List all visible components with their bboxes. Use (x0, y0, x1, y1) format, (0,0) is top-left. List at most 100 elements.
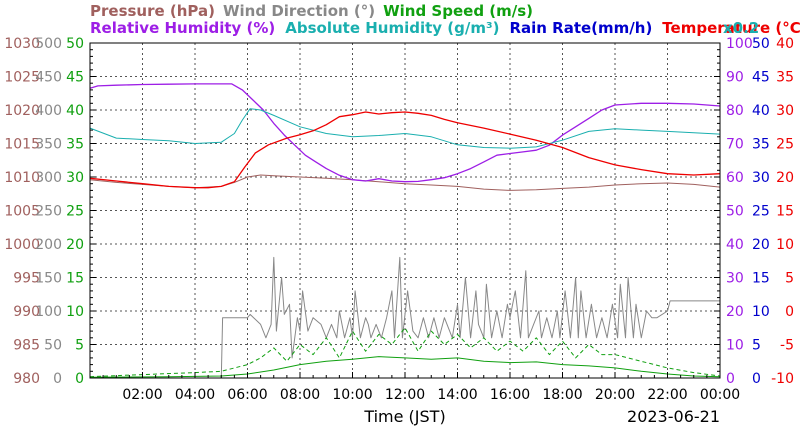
y-tick-label-wind_speed: 50 (66, 36, 84, 52)
y-tick-label-temperature: -5 (780, 338, 794, 354)
y-tick-label-wind_speed: 35 (66, 137, 84, 153)
legend-title: Pressure (hPa) (90, 2, 215, 20)
y-tick-label-humidity: 0 (726, 371, 735, 387)
y-tick-label-wind_direction: 100 (35, 304, 62, 320)
y-tick-label-pressure: 980 (13, 371, 40, 387)
y-tick-label-temperature: 15 (776, 204, 794, 220)
y-tick-label-rain_rate: 40 (752, 103, 770, 119)
y-tick-label-humidity: 70 (726, 137, 744, 153)
y-tick-label-wind_direction: 400 (35, 103, 62, 119)
y-tick-label-temperature: 20 (776, 170, 794, 186)
y-tick-label-wind_direction: 350 (35, 137, 62, 153)
series-line-5 (89, 327, 721, 378)
legend-title: Rain Rate(mm/h) (509, 19, 652, 37)
y-tick-label-wind_direction: 300 (35, 170, 62, 186)
y-tick-label-wind_speed: 30 (66, 170, 84, 186)
x-tick-label: 20:00 (595, 387, 635, 403)
legend-title: Absolute Humidity (g/m³) (285, 19, 499, 37)
y-tick-label-wind_speed: 45 (66, 70, 84, 86)
x-tick-label: 12:00 (385, 387, 425, 403)
chart-axes: 9809859909951000100510101015102010251030… (4, 36, 794, 403)
y-tick-label-temperature: 5 (785, 271, 794, 287)
legend-title: Temperature (°C) (662, 19, 800, 37)
y-tick-label-wind_direction: 200 (35, 237, 62, 253)
y-tick-label-pressure: 1000 (4, 237, 40, 253)
y-tick-label-wind_direction: 50 (44, 338, 62, 354)
legend-title: Wind Direction (°) (223, 2, 375, 20)
y-tick-label-temperature: 35 (776, 70, 794, 86)
chart-grid (90, 43, 720, 378)
y-tick-label-humidity: 10 (726, 338, 744, 354)
y-tick-label-rain_rate: 10 (752, 304, 770, 320)
x-tick-label: 08:00 (280, 387, 320, 403)
y-tick-label-humidity: 90 (726, 70, 744, 86)
y-tick-label-pressure: 1020 (4, 103, 40, 119)
x-tick-label: 18:00 (542, 387, 582, 403)
x-tick-label: 14:00 (437, 387, 477, 403)
y-tick-label-pressure: 985 (13, 338, 40, 354)
series-line-4 (220, 256, 720, 379)
y-tick-label-rain_rate: 30 (752, 170, 770, 186)
y-tick-label-rain_rate: 25 (752, 204, 770, 220)
y-tick-label-wind_speed: 0 (75, 371, 84, 387)
chart-header: Pressure (hPa) Wind Direction (°) Wind Spe… (90, 2, 800, 37)
y-tick-label-wind_direction: 250 (35, 204, 62, 220)
y-tick-label-wind_direction: 0 (53, 371, 62, 387)
y-tick-label-temperature: -10 (771, 371, 794, 387)
y-tick-label-wind_direction: 450 (35, 70, 62, 86)
y-tick-label-wind_direction: 150 (35, 271, 62, 287)
y-tick-label-pressure: 995 (13, 271, 40, 287)
y-tick-label-humidity: 80 (726, 103, 744, 119)
y-tick-label-rain_rate: 35 (752, 137, 770, 153)
y-tick-label-rain_rate: 15 (752, 271, 770, 287)
y-tick-label-humidity: 20 (726, 304, 744, 320)
y-tick-label-humidity: 40 (726, 237, 744, 253)
x-tick-label: 00:00 (700, 387, 740, 403)
y-tick-label-pressure: 1005 (4, 204, 40, 220)
scale-note: x0.2 (723, 19, 759, 37)
series-line-2 (89, 108, 721, 149)
y-tick-label-wind_direction: 500 (35, 36, 62, 52)
x-tick-label: 16:00 (490, 387, 530, 403)
x-tick-label: 04:00 (175, 387, 215, 403)
x-axis-label: Time (JST) (363, 407, 445, 426)
y-tick-label-temperature: 30 (776, 103, 794, 119)
series-line-1 (89, 83, 721, 183)
y-tick-label-rain_rate: 45 (752, 70, 770, 86)
y-tick-label-temperature: 10 (776, 237, 794, 253)
y-tick-label-pressure: 1010 (4, 170, 40, 186)
y-tick-label-rain_rate: 20 (752, 237, 770, 253)
y-tick-label-wind_speed: 40 (66, 103, 84, 119)
y-tick-label-humidity: 60 (726, 170, 744, 186)
legend-title: Wind Speed (m/s) (383, 2, 533, 20)
x-tick-label: 10:00 (332, 387, 372, 403)
y-tick-label-temperature: 0 (785, 304, 794, 320)
y-tick-label-temperature: 25 (776, 137, 794, 153)
y-tick-label-wind_speed: 15 (66, 271, 84, 287)
y-tick-label-pressure: 1030 (4, 36, 40, 52)
y-tick-label-temperature: 40 (776, 36, 794, 52)
legend-title: Relative Humidity (%) (90, 19, 275, 37)
y-tick-label-pressure: 1015 (4, 137, 40, 153)
series-line-6 (89, 356, 721, 378)
x-tick-label: 02:00 (122, 387, 162, 403)
y-tick-label-wind_speed: 5 (75, 338, 84, 354)
chart-date: 2023-06-21 (627, 407, 720, 426)
y-tick-label-pressure: 1025 (4, 70, 40, 86)
y-tick-label-rain_rate: 50 (752, 36, 770, 52)
x-tick-label: 22:00 (647, 387, 687, 403)
y-tick-label-wind_speed: 10 (66, 304, 84, 320)
y-tick-label-rain_rate: 0 (752, 371, 761, 387)
y-tick-label-wind_speed: 25 (66, 204, 84, 220)
series-line-3 (89, 111, 721, 189)
x-tick-label: 06:00 (227, 387, 267, 403)
y-tick-label-humidity: 30 (726, 271, 744, 287)
y-tick-label-wind_speed: 20 (66, 237, 84, 253)
chart-frame (89, 42, 721, 379)
y-tick-label-rain_rate: 5 (752, 338, 761, 354)
y-tick-label-pressure: 990 (13, 304, 40, 320)
y-tick-label-humidity: 100 (726, 36, 753, 52)
y-tick-label-humidity: 50 (726, 204, 744, 220)
